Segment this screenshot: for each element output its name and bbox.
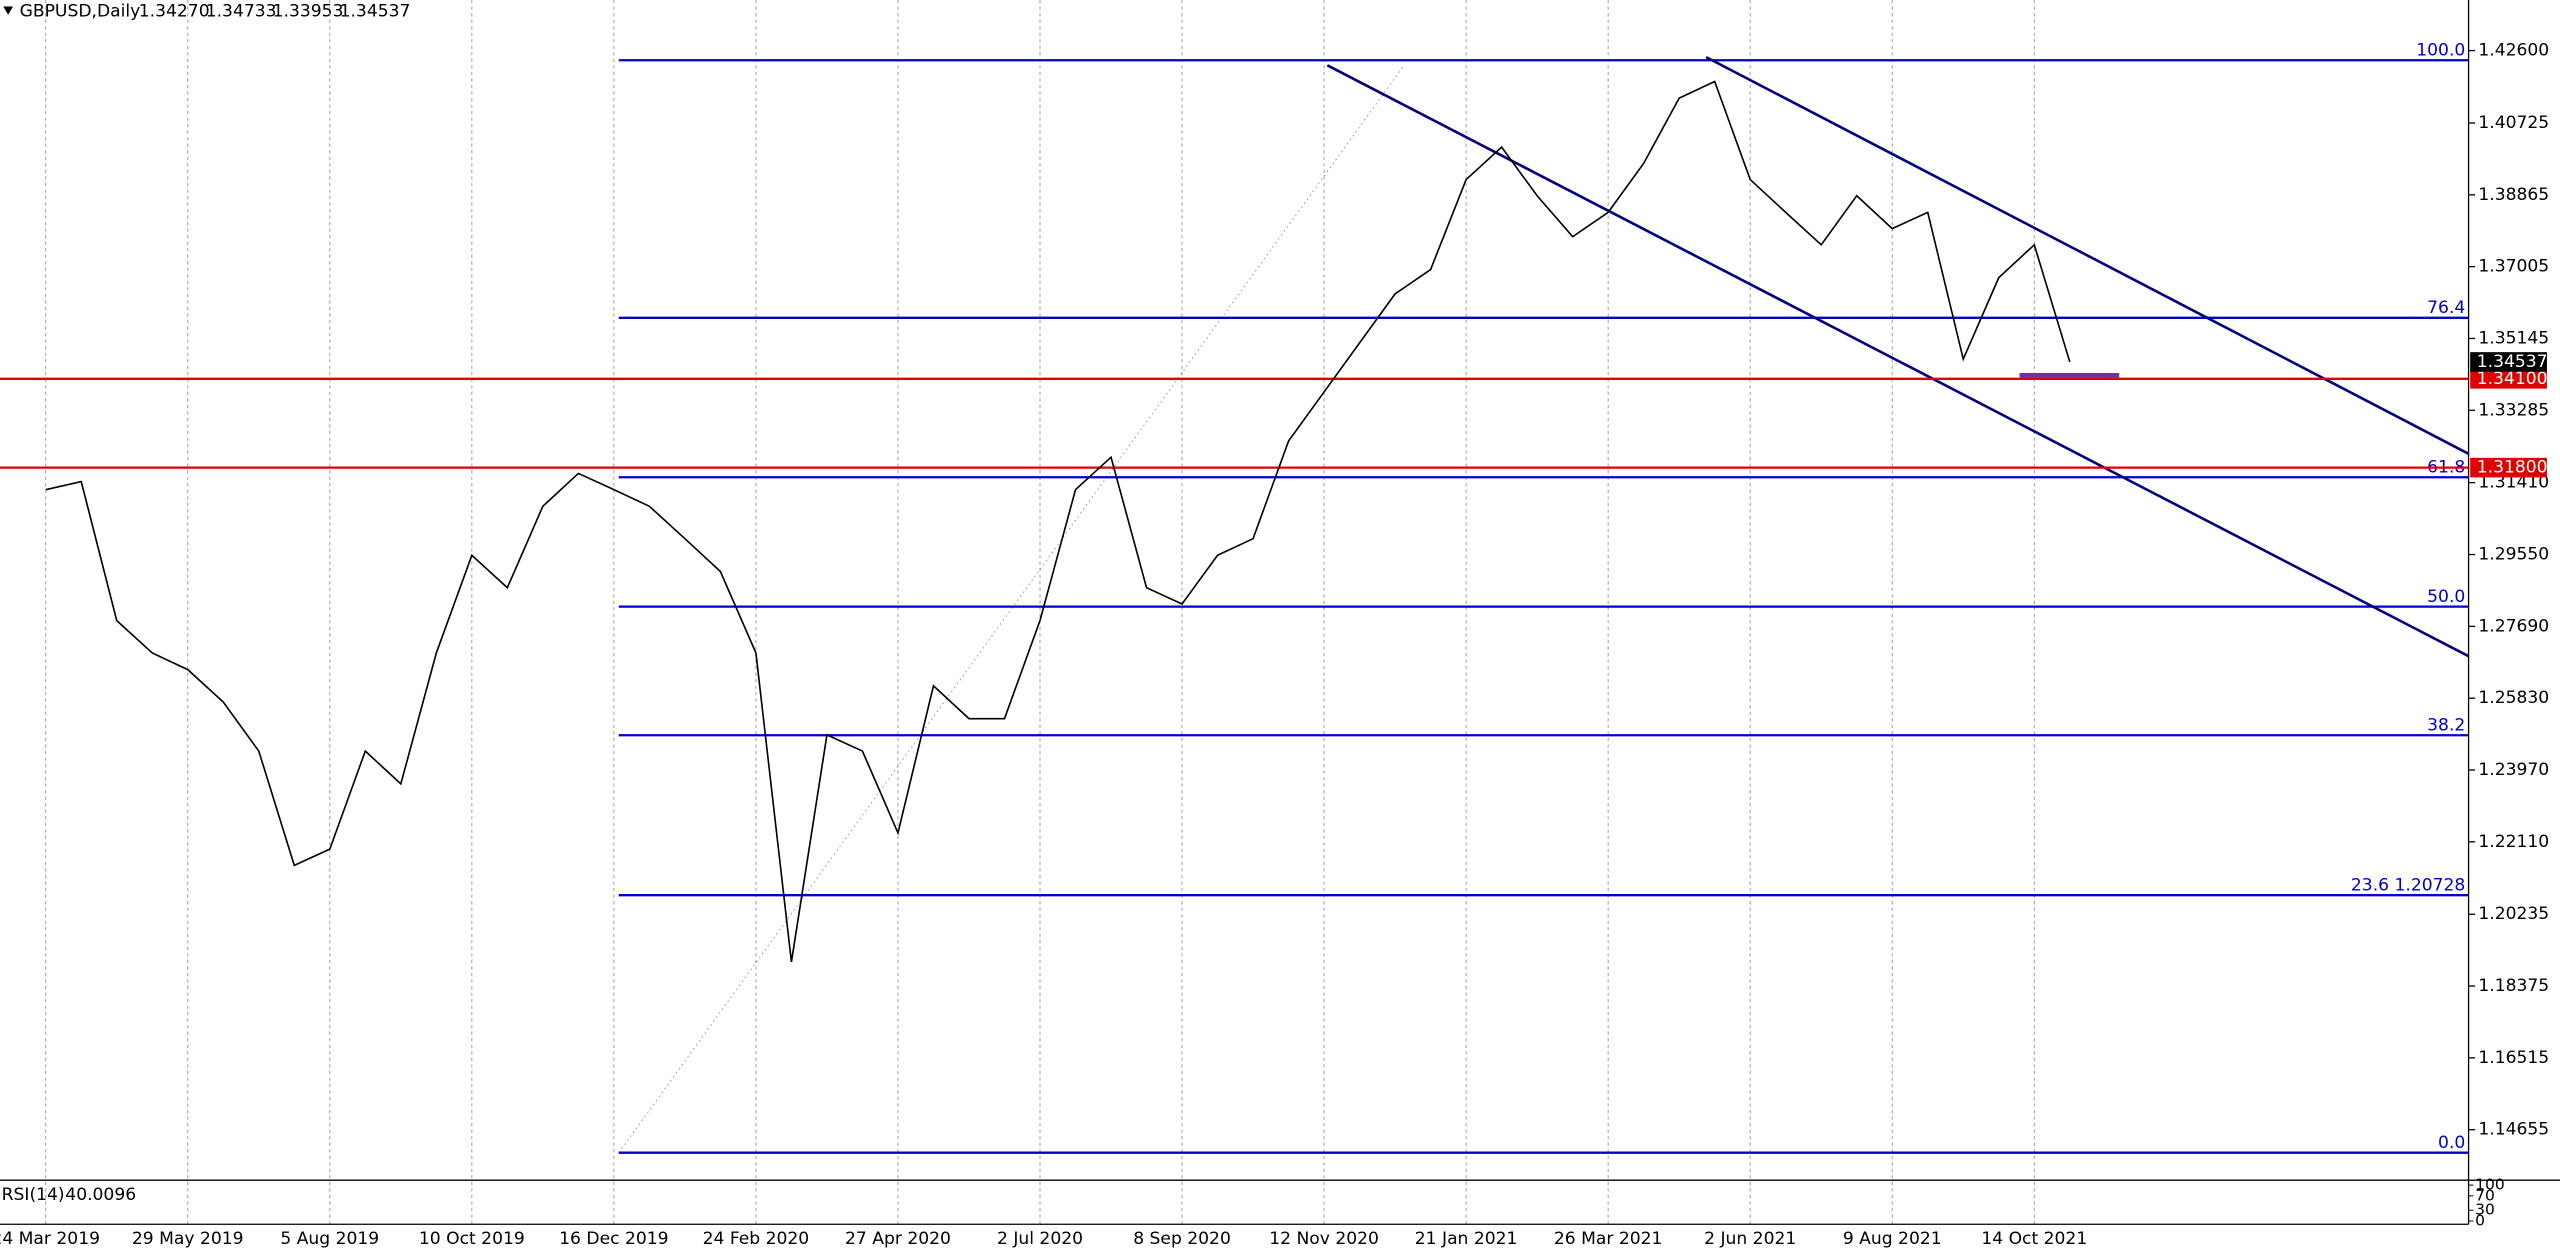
y-tick-label: 1.14655 (2478, 1120, 2549, 1140)
current-price-box (2470, 352, 2547, 372)
y-tick-label: 1.37005 (2478, 257, 2549, 277)
x-tick-label: 5 Aug 2019 (280, 1229, 379, 1249)
y-tick-label: 1.33285 (2478, 400, 2549, 420)
quote-low: 1.33953 (273, 1, 344, 21)
y-tick-label: 1.27690 (2478, 616, 2549, 636)
x-tick-label: 16 Dec 2019 (559, 1229, 668, 1249)
fib-label: 38.2 (2427, 715, 2465, 735)
x-tick-label: 26 Mar 2021 (1554, 1229, 1663, 1249)
fib-label: 0.0 (2438, 1133, 2465, 1153)
y-tick-label: 1.42600 (2478, 41, 2549, 61)
quote-high: 1.34733 (206, 1, 277, 21)
price-line (45, 80, 2071, 963)
level-price-box (2470, 457, 2547, 478)
x-tick-label: 2 Jul 2020 (997, 1229, 1083, 1249)
fib-anchor-line (618, 65, 1405, 1153)
x-tick-label: 2 Jun 2021 (1704, 1229, 1796, 1249)
x-tick-label: 29 May 2019 (132, 1229, 244, 1249)
rsi-tick-label: 30 (2475, 1201, 2495, 1219)
fib-label: 23.6 1.20728 (2351, 875, 2465, 895)
level-price-label: 1.31800 (2477, 458, 2548, 478)
x-tick-label: 24 Feb 2020 (703, 1229, 810, 1249)
current-price-label: 1.34537 (2477, 352, 2548, 372)
y-tick-label: 1.31410 (2478, 473, 2549, 493)
fib-label: 50.0 (2427, 587, 2465, 607)
level-price-box (2470, 369, 2547, 389)
y-tick-label: 1.25830 (2478, 688, 2549, 708)
rsi-tick-label: 0 (2475, 1211, 2485, 1229)
fib-label: 100.0 (2416, 40, 2465, 60)
rsi-tick-label: 100 (2475, 1176, 2505, 1194)
chart-title: GBPUSD,Daily (20, 1, 141, 21)
y-tick-label: 1.18375 (2478, 976, 2549, 996)
rsi-label: RSI(14) (2, 1185, 65, 1205)
x-tick-label: 8 Sep 2020 (1133, 1229, 1231, 1249)
y-tick-label: 1.22110 (2478, 832, 2549, 852)
y-tick-label: 1.29550 (2478, 545, 2549, 565)
x-tick-label: 24 Mar 2019 (0, 1229, 100, 1249)
menu-arrow (3, 6, 14, 15)
y-tick-label: 1.16515 (2478, 1048, 2549, 1068)
y-tick-label: 1.38865 (2478, 185, 2549, 205)
x-tick-label: 14 Oct 2021 (1981, 1229, 2087, 1249)
y-tick-label: 1.23970 (2478, 760, 2549, 780)
level-price-label: 1.34100 (2477, 369, 2548, 389)
rsi-value: 40.0096 (65, 1185, 136, 1205)
x-tick-label: 12 Nov 2020 (1269, 1229, 1379, 1249)
x-tick-label: 10 Oct 2019 (419, 1229, 525, 1249)
quote-open: 1.34270 (139, 1, 210, 21)
y-tick-label: 1.35145 (2478, 328, 2549, 348)
rsi-tick-label: 70 (2475, 1186, 2495, 1204)
x-tick-label: 9 Aug 2021 (1843, 1229, 1942, 1249)
y-tick-label: 1.40725 (2478, 113, 2549, 133)
channel-line (1326, 64, 2470, 658)
fib-label: 76.4 (2427, 298, 2465, 318)
x-tick-label: 21 Jan 2021 (1415, 1229, 1518, 1249)
y-tick-label: 1.20235 (2478, 904, 2549, 924)
x-tick-label: 27 Apr 2020 (845, 1229, 951, 1249)
quote-close: 1.34537 (340, 1, 411, 21)
channel-line (1705, 55, 2470, 455)
